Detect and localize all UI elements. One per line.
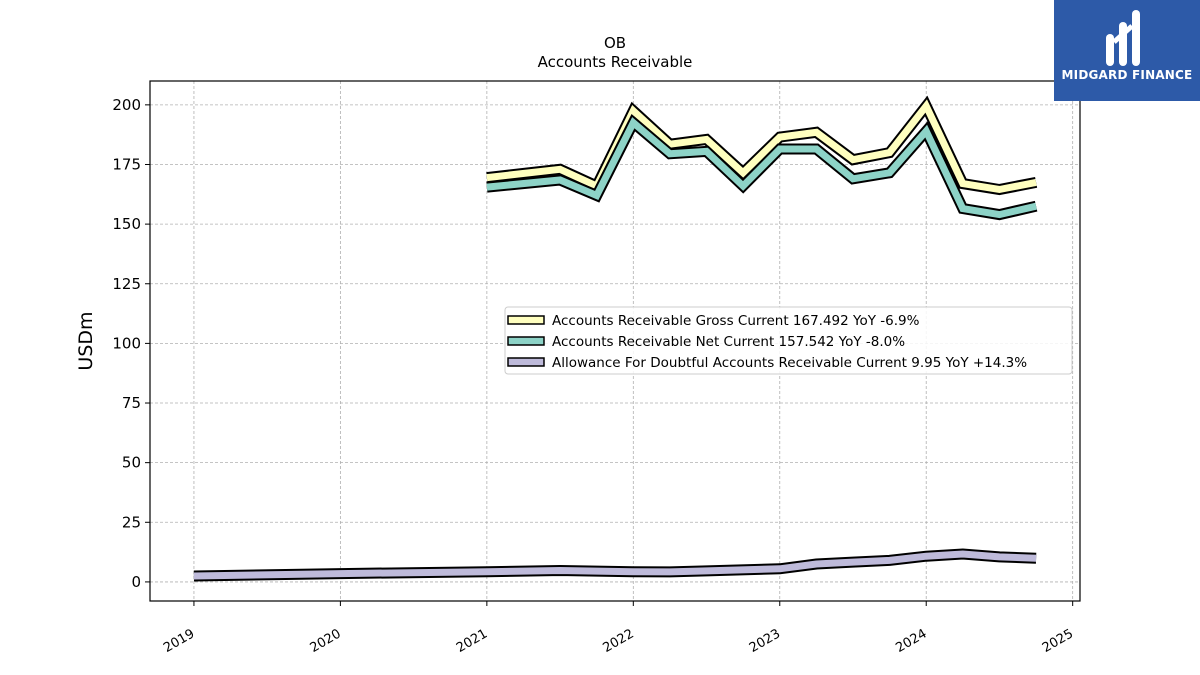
y-axis-label: USDm	[75, 311, 97, 370]
chart-subtitle: Accounts Receivable	[538, 53, 693, 71]
x-tick-label: 2019	[161, 626, 197, 656]
x-tick-label: 2022	[600, 626, 636, 656]
logo-text: MIDGARD FINANCE	[1061, 68, 1193, 82]
y-tick-label: 175	[112, 155, 141, 173]
x-tick-label: 2025	[1040, 626, 1076, 656]
legend-swatch	[507, 357, 545, 367]
x-tick-label: 2023	[747, 626, 783, 656]
y-tick-label: 75	[122, 394, 141, 412]
y-tick-label: 50	[122, 454, 141, 472]
series-line-2	[486, 113, 1038, 221]
series-fill	[486, 117, 1037, 219]
logo-mark-icon	[1106, 10, 1140, 66]
chart-title: OB	[604, 34, 626, 52]
legend-label: Accounts Receivable Gross Current 167.49…	[552, 313, 920, 329]
y-tick-label: 100	[112, 334, 141, 352]
legend-swatch	[507, 315, 545, 325]
y-tick-label: 125	[112, 275, 141, 293]
x-tick-label: 2024	[893, 626, 929, 656]
plot-frame	[149, 80, 1081, 602]
legend-label: Accounts Receivable Net Current 157.542 …	[552, 334, 905, 350]
y-tick-label: 25	[122, 513, 141, 531]
series-line-3	[193, 548, 1037, 582]
y-tick-label: 150	[112, 215, 141, 233]
legend-label: Allowance For Doubtful Accounts Receivab…	[552, 355, 1027, 371]
legend-box	[504, 306, 1073, 375]
y-tick-label: 0	[131, 573, 141, 591]
y-tick-label: 200	[112, 96, 141, 114]
series-fill	[193, 550, 1037, 580]
x-tick-label: 2021	[454, 626, 490, 656]
legend-swatch	[507, 336, 545, 346]
x-tick-label: 2020	[308, 626, 344, 656]
brand-logo: MIDGARD FINANCE	[1054, 0, 1200, 101]
